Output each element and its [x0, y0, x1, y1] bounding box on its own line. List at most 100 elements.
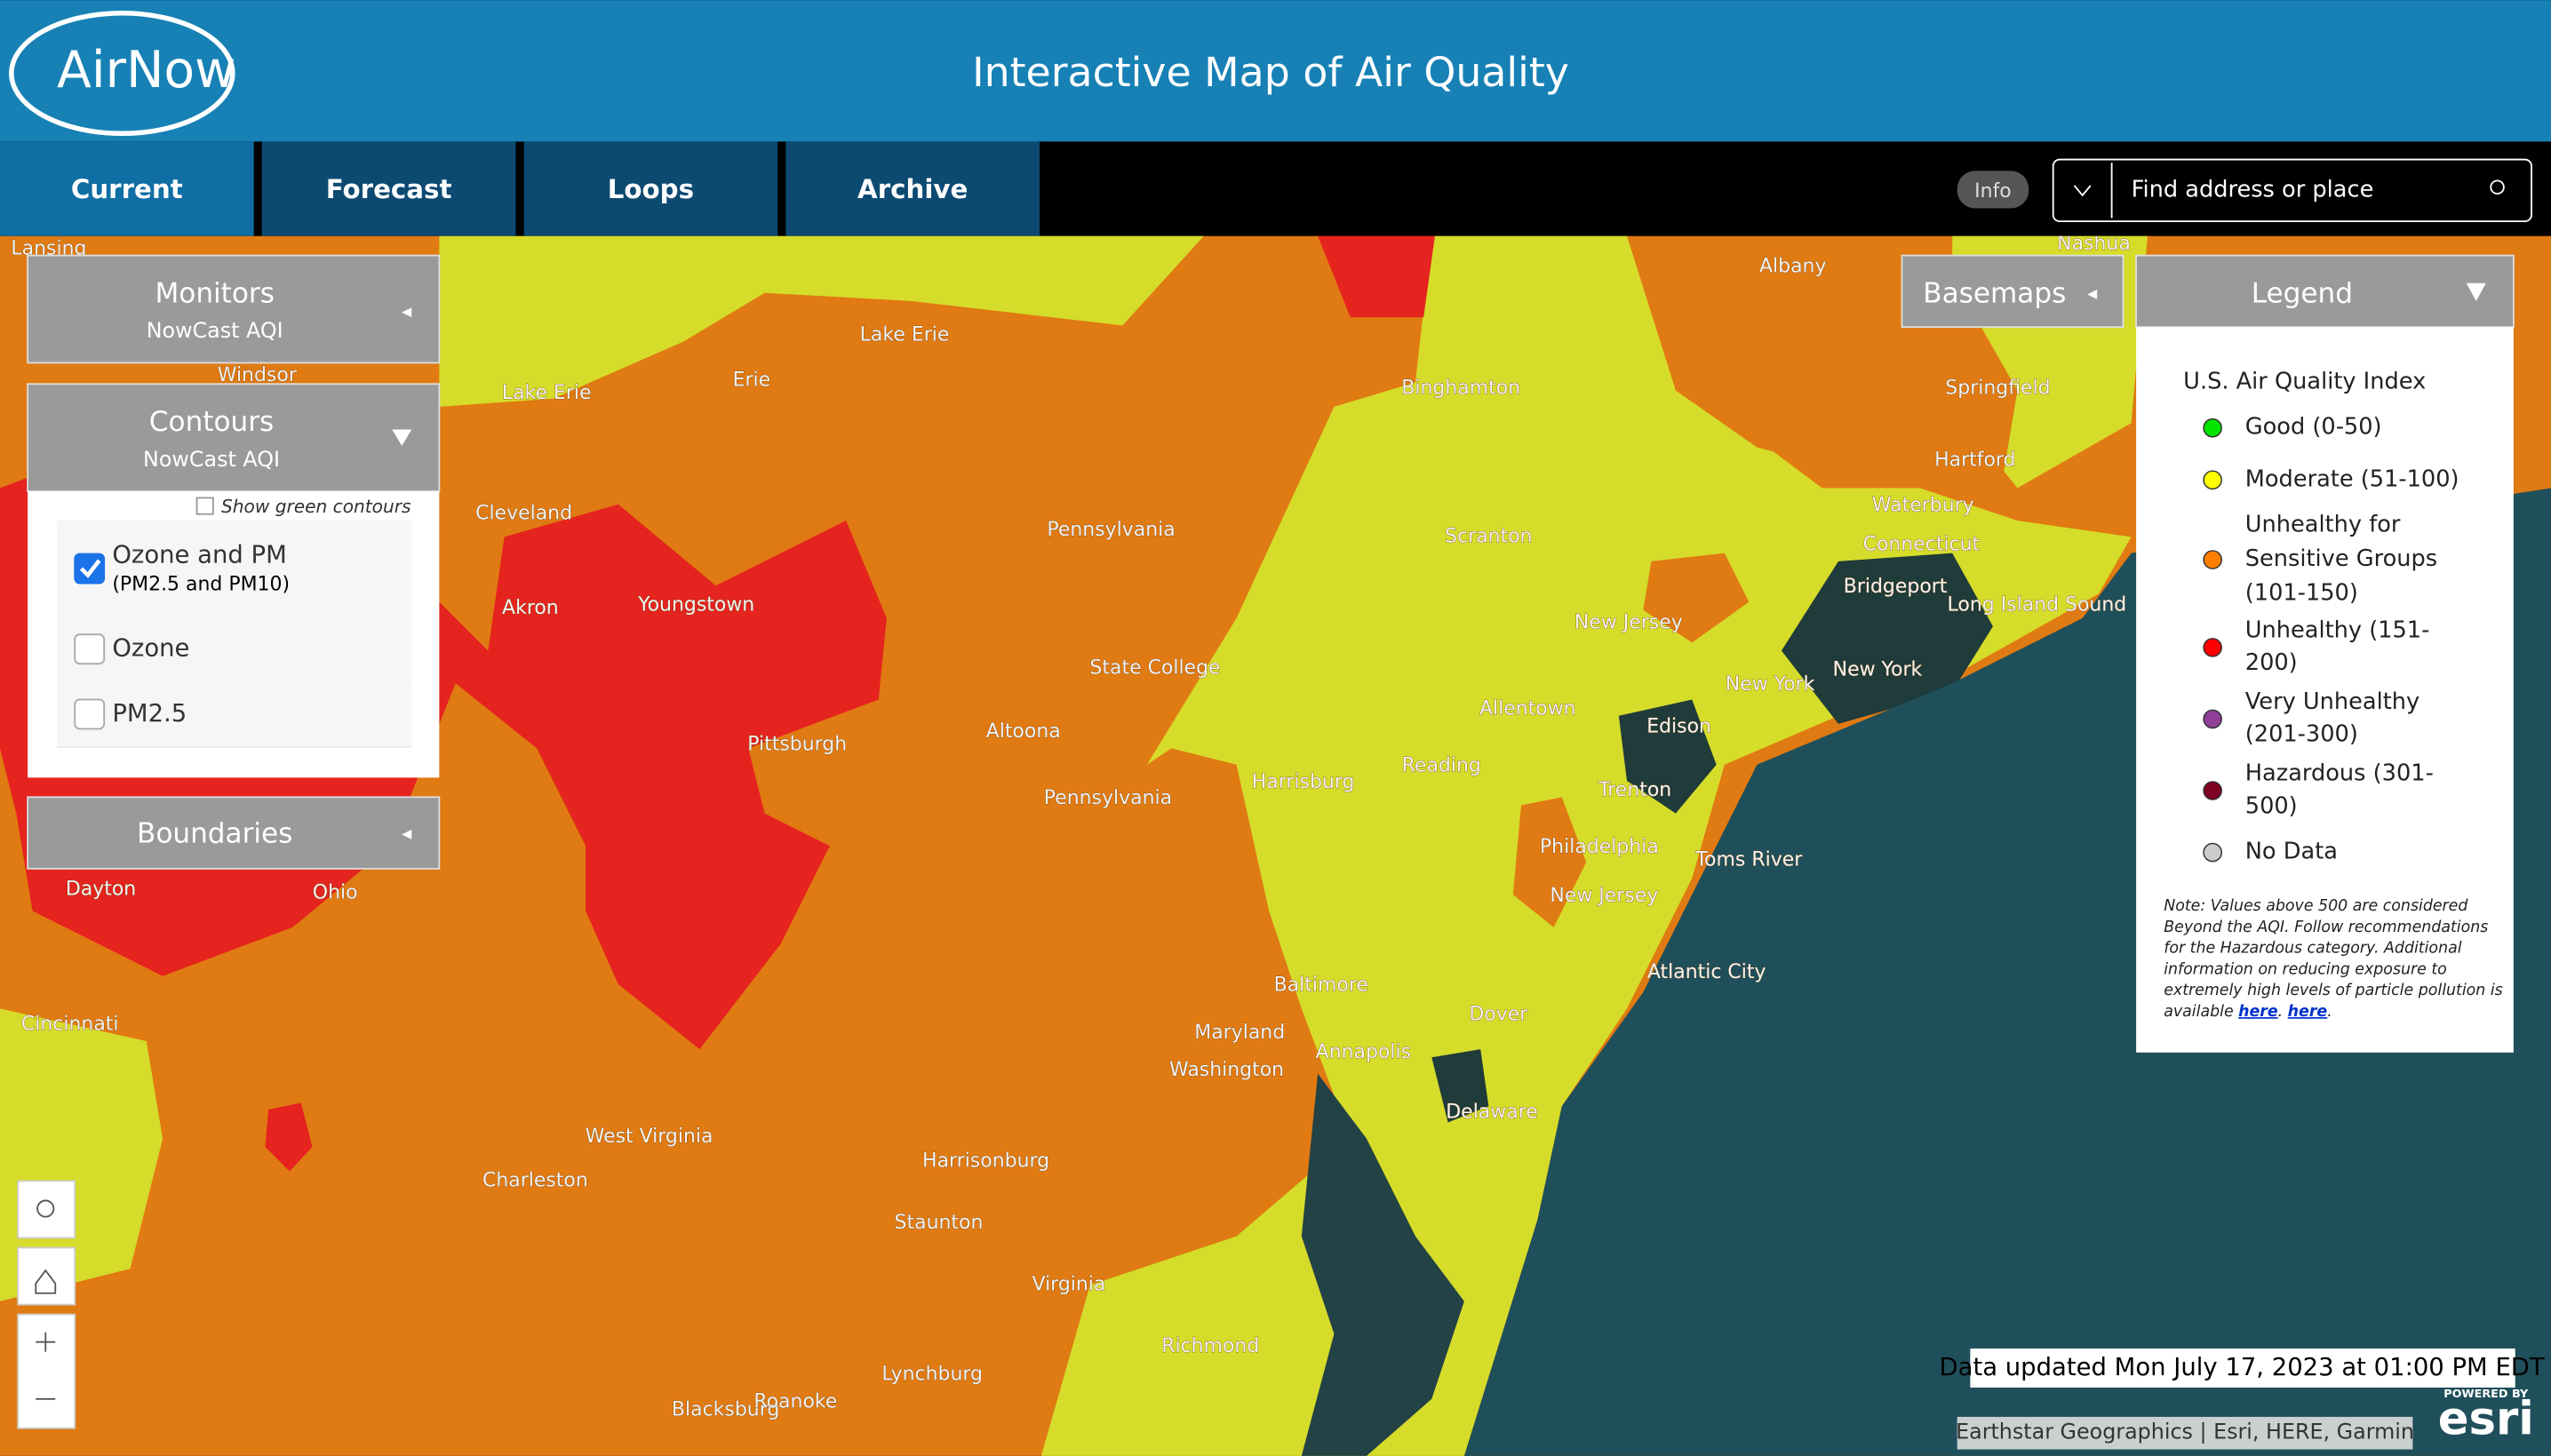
- map-label[interactable]: Charleston: [482, 1169, 589, 1192]
- note-link[interactable]: here: [2288, 1003, 2328, 1021]
- monitors-panel[interactable]: [27, 254, 441, 364]
- panel-title[interactable]: Contours: [149, 406, 274, 438]
- collapse-arrow[interactable]: [402, 307, 412, 318]
- map-label[interactable]: Trenton: [1598, 779, 1672, 802]
- green-label[interactable]: Show green contours: [221, 496, 411, 517]
- map-label[interactable]: Harrisonburg: [922, 1150, 1050, 1173]
- map-label[interactable]: Virginia: [1032, 1273, 1106, 1296]
- map-label[interactable]: Akron: [502, 597, 559, 620]
- map-label[interactable]: Lake Erie: [502, 382, 592, 405]
- collapse-arrow[interactable]: [2087, 290, 2098, 300]
- nav-tab[interactable]: [523, 141, 778, 236]
- map-label[interactable]: Maryland: [1194, 1021, 1286, 1044]
- option-label[interactable]: Ozone and PM: [112, 541, 286, 569]
- map-label[interactable]: Waterbury: [1871, 494, 1974, 517]
- map-label[interactable]: Lake Erie: [859, 323, 950, 346]
- checkbox[interactable]: [74, 553, 106, 585]
- map-label[interactable]: Altoona: [985, 720, 1061, 744]
- map-label[interactable]: Richmond: [1161, 1335, 1260, 1358]
- search-placeholder[interactable]: Find address or place: [2132, 176, 2374, 203]
- nav-tab-label[interactable]: Archive: [857, 174, 968, 204]
- option-row[interactable]: [57, 617, 412, 682]
- green-checkbox[interactable]: [195, 497, 214, 515]
- search-icon[interactable]: [2490, 179, 2505, 195]
- nav-tab[interactable]: [0, 141, 254, 236]
- map-label[interactable]: Ohio: [312, 881, 358, 904]
- map-label[interactable]: State College: [1089, 656, 1221, 680]
- expand-arrow[interactable]: [2466, 282, 2486, 301]
- map-label[interactable]: Delaware: [1446, 1101, 1538, 1124]
- map-label[interactable]: Dover: [1469, 1003, 1529, 1026]
- logo[interactable]: AirNow: [57, 41, 236, 99]
- info-label[interactable]: Info: [1974, 180, 2012, 203]
- panel-title[interactable]: Boundaries: [137, 817, 292, 849]
- checkbox[interactable]: [74, 633, 106, 665]
- map-label[interactable]: Roanoke: [753, 1390, 838, 1413]
- basemaps-panel[interactable]: [1901, 254, 2125, 329]
- map-label[interactable]: Edison: [1646, 715, 1711, 738]
- panel-title[interactable]: Basemaps: [1923, 278, 2066, 310]
- map-label[interactable]: West Virginia: [585, 1126, 713, 1149]
- map-label[interactable]: Washington: [1169, 1059, 1285, 1082]
- map-label[interactable]: Youngstown: [637, 593, 755, 617]
- checkbox[interactable]: [74, 698, 106, 730]
- map-label[interactable]: Baltimore: [1273, 974, 1368, 997]
- map-controls[interactable]: [17, 1180, 76, 1429]
- map-label[interactable]: New Jersey: [1574, 611, 1684, 634]
- map-label[interactable]: Lynchburg: [881, 1363, 983, 1386]
- map-label[interactable]: Long Island Sound: [1947, 593, 2127, 617]
- search-box[interactable]: [2052, 158, 2532, 223]
- legend-note: Beyond the AQI. Follow recommendations: [2164, 919, 2488, 936]
- nav-tab-label[interactable]: Current: [71, 174, 183, 204]
- collapse-arrow[interactable]: [402, 829, 412, 839]
- option-label[interactable]: Ozone: [112, 635, 189, 663]
- map-label[interactable]: Binghamton: [1401, 377, 1521, 400]
- map-label[interactable]: Pennsylvania: [1043, 787, 1172, 810]
- map-label[interactable]: New York: [1832, 658, 1923, 681]
- map-label[interactable]: Hartford: [1934, 449, 2016, 472]
- option-label[interactable]: PM2.5: [112, 700, 187, 728]
- search-dropdown[interactable]: [2073, 185, 2092, 197]
- map-label[interactable]: Springfield: [1945, 377, 2051, 400]
- note-link[interactable]: here: [2238, 1003, 2278, 1021]
- panel-title[interactable]: Monitors: [155, 278, 274, 310]
- legend-title[interactable]: Legend: [2252, 278, 2353, 310]
- map-label[interactable]: Cleveland: [475, 502, 573, 525]
- map-label[interactable]: Harrisburg: [1251, 770, 1355, 793]
- map-label[interactable]: Scranton: [1445, 525, 1533, 548]
- expand-arrow[interactable]: [392, 429, 412, 446]
- option-row[interactable]: [57, 521, 412, 617]
- attribution-box: [1957, 1416, 2413, 1450]
- map-label[interactable]: Pittsburgh: [747, 733, 848, 756]
- nav-tab[interactable]: [261, 141, 516, 236]
- map-label[interactable]: Bridgeport: [1843, 576, 1948, 599]
- boundaries-panel[interactable]: [27, 796, 441, 870]
- map-label[interactable]: New Jersey: [1550, 885, 1659, 908]
- map-label[interactable]: Toms River: [1694, 848, 1804, 871]
- map-label[interactable]: Pennsylvania: [1047, 519, 1176, 542]
- contours-panel[interactable]: [27, 383, 441, 493]
- map-label[interactable]: Atlantic City: [1647, 961, 1766, 984]
- map-label[interactable]: Connecticut: [1862, 533, 1981, 556]
- map-label[interactable]: Allentown: [1479, 697, 1576, 720]
- legend-header[interactable]: [2135, 254, 2515, 329]
- map-label[interactable]: Staunton: [894, 1212, 984, 1235]
- map-label[interactable]: Philadelphia: [1540, 836, 1660, 859]
- info-button[interactable]: [1957, 171, 2029, 209]
- map-label[interactable]: Dayton: [65, 878, 136, 901]
- map-label[interactable]: Annapolis: [1315, 1040, 1411, 1063]
- map-label[interactable]: Albany: [1759, 255, 1827, 278]
- nav-tab-label[interactable]: Loops: [608, 174, 694, 204]
- map-label[interactable]: Nashua: [2057, 232, 2131, 255]
- map-label[interactable]: Erie: [732, 369, 771, 392]
- map-label[interactable]: Reading: [1401, 754, 1481, 777]
- esri-logo[interactable]: esri: [2438, 1392, 2534, 1445]
- map-label[interactable]: Blacksburg: [672, 1398, 780, 1421]
- option-sublabel[interactable]: (PM2.5 and PM10): [112, 573, 290, 595]
- map-label[interactable]: New York: [1725, 673, 1815, 696]
- nav-tab-label[interactable]: Forecast: [326, 174, 452, 204]
- map-label[interactable]: Cincinnati: [21, 1013, 119, 1036]
- nav-tab[interactable]: [785, 141, 1040, 236]
- option-row[interactable]: [57, 681, 412, 747]
- map-label[interactable]: Windsor: [217, 364, 298, 387]
